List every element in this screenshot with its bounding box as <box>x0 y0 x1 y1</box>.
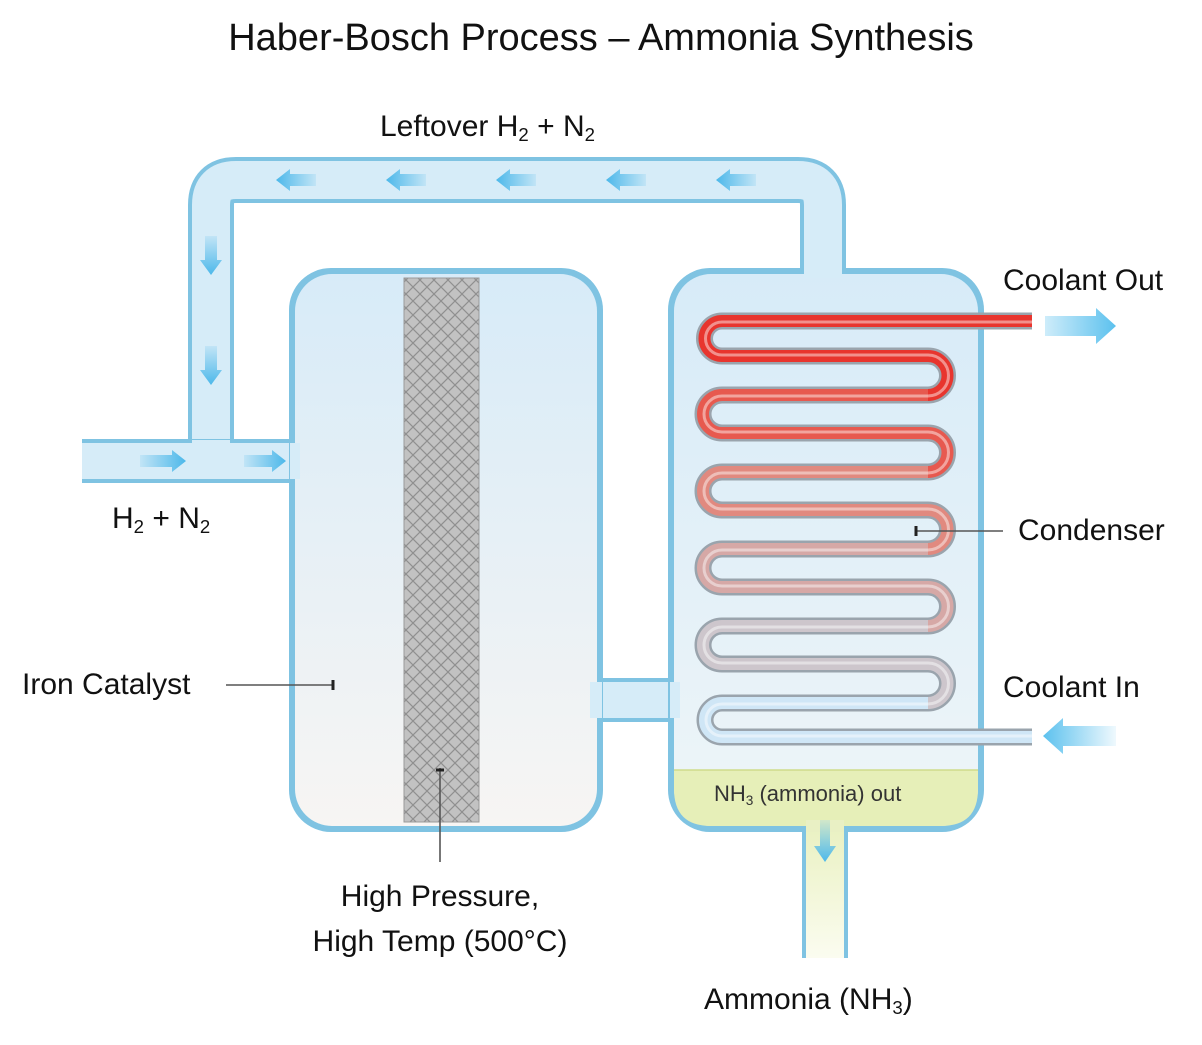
product-flow-arrow <box>814 820 836 862</box>
recycle-flow-arrows <box>200 169 756 385</box>
diagram-title: Haber-Bosch Process – Ammonia Synthesis <box>228 17 974 59</box>
ammonia-liquid <box>674 770 978 826</box>
reactor-vessel <box>289 268 603 832</box>
coolant-out-arrow <box>1045 308 1116 344</box>
coolant-in-arrow <box>1043 718 1116 754</box>
ammonia-out-zone-label: NH3 (ammonia) out <box>714 781 902 808</box>
catalyst-bed <box>403 277 480 823</box>
iron-catalyst-label: Iron Catalyst <box>22 668 191 701</box>
product-label: Ammonia (NH3) <box>704 983 913 1019</box>
leader-lines <box>226 526 1003 862</box>
feed-gas-label: H2 + N2 <box>112 502 211 538</box>
cooling-coil <box>694 312 1032 746</box>
coolant-out-label: Coolant Out <box>1003 264 1164 297</box>
leftover-gas-label: Leftover H2 + N2 <box>380 110 595 146</box>
condenser-label: Condenser <box>1018 514 1165 547</box>
feed-flow-arrows <box>140 450 286 472</box>
conditions-label: High Pressure, High Temp (500°C) <box>312 880 568 958</box>
coolant-in-label: Coolant In <box>1003 671 1140 704</box>
